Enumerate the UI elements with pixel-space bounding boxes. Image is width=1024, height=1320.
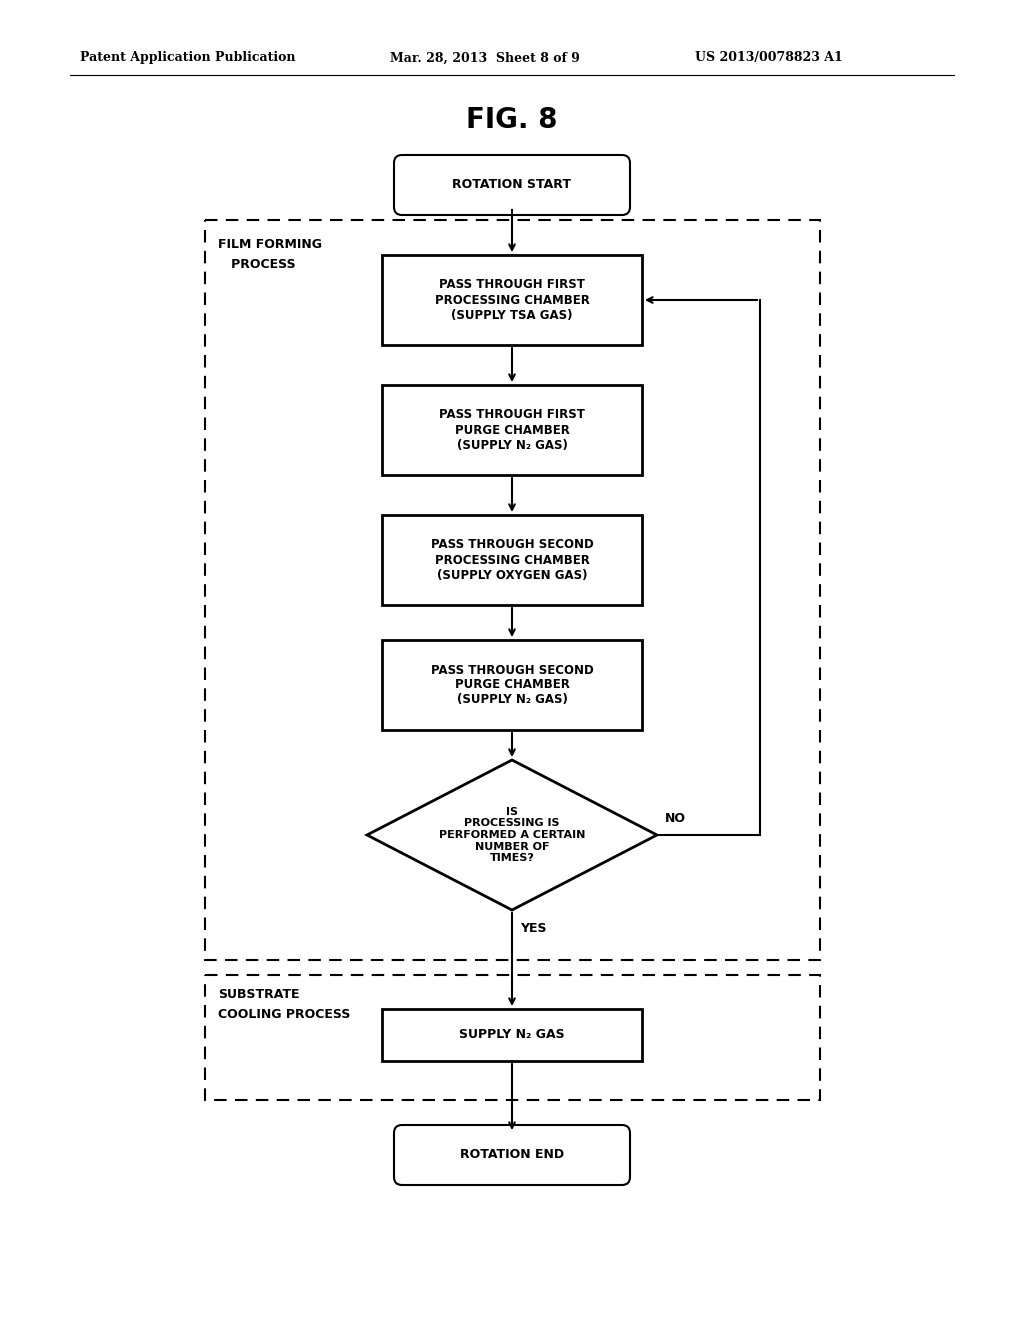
Polygon shape	[367, 760, 657, 909]
FancyBboxPatch shape	[394, 154, 630, 215]
Text: IS
PROCESSING IS
PERFORMED A CERTAIN
NUMBER OF
TIMES?: IS PROCESSING IS PERFORMED A CERTAIN NUM…	[439, 807, 585, 863]
Bar	[382, 1008, 642, 1061]
Text: Mar. 28, 2013  Sheet 8 of 9: Mar. 28, 2013 Sheet 8 of 9	[390, 51, 580, 65]
Text: NO: NO	[665, 812, 686, 825]
Text: PASS THROUGH FIRST
PURGE CHAMBER
(SUPPLY N₂ GAS): PASS THROUGH FIRST PURGE CHAMBER (SUPPLY…	[439, 408, 585, 451]
Bar	[205, 220, 820, 960]
FancyBboxPatch shape	[394, 1125, 630, 1185]
Bar	[205, 975, 820, 1100]
Bar	[382, 515, 642, 605]
Text: YES: YES	[520, 921, 547, 935]
Text: SUPPLY N₂ GAS: SUPPLY N₂ GAS	[459, 1028, 565, 1041]
Text: Patent Application Publication: Patent Application Publication	[80, 51, 296, 65]
Text: FILM FORMING: FILM FORMING	[218, 238, 322, 251]
Bar	[382, 255, 642, 345]
Bar	[382, 385, 642, 475]
Text: COOLING PROCESS: COOLING PROCESS	[218, 1008, 350, 1020]
Text: US 2013/0078823 A1: US 2013/0078823 A1	[695, 51, 843, 65]
Bar	[382, 640, 642, 730]
Text: PASS THROUGH SECOND
PURGE CHAMBER
(SUPPLY N₂ GAS): PASS THROUGH SECOND PURGE CHAMBER (SUPPL…	[431, 664, 593, 706]
Text: ROTATION START: ROTATION START	[453, 178, 571, 191]
Text: PROCESS: PROCESS	[218, 257, 296, 271]
Text: ROTATION END: ROTATION END	[460, 1148, 564, 1162]
Text: FIG. 8: FIG. 8	[466, 106, 558, 135]
Text: SUBSTRATE: SUBSTRATE	[218, 987, 299, 1001]
Text: PASS THROUGH FIRST
PROCESSING CHAMBER
(SUPPLY TSA GAS): PASS THROUGH FIRST PROCESSING CHAMBER (S…	[434, 279, 590, 322]
Text: PASS THROUGH SECOND
PROCESSING CHAMBER
(SUPPLY OXYGEN GAS): PASS THROUGH SECOND PROCESSING CHAMBER (…	[431, 539, 593, 582]
